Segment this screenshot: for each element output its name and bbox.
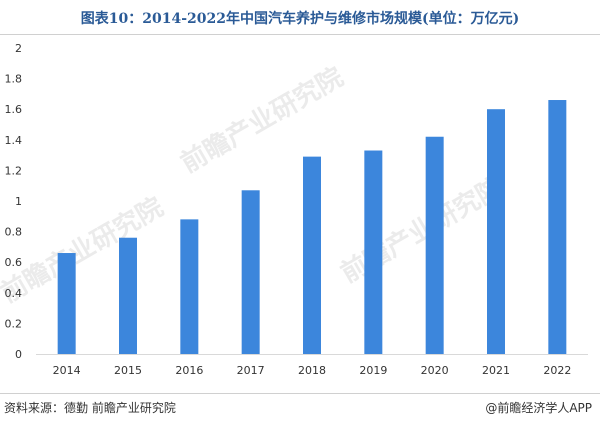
y-axis: 0 0.2 0.4 0.6 0.8 1 1.2 1.4 1.6 1.8 2 — [5, 42, 23, 361]
chart-title: 图表10：2014-2022年中国汽车养护与维修市场规模(单位：万亿元) — [80, 11, 520, 27]
x-tick-label: 2015 — [114, 364, 142, 377]
bar-2015 — [119, 237, 137, 354]
y-tick-label: 1 — [15, 195, 22, 208]
x-tick-label: 2022 — [543, 364, 571, 377]
title-divider — [0, 34, 600, 35]
x-axis: 2014 2015 2016 2017 2018 2019 2020 2021 2022 — [53, 364, 572, 377]
y-tick-label: 0 — [15, 348, 22, 361]
bar-2022 — [548, 100, 567, 355]
bar-2019 — [364, 150, 383, 354]
x-tick-label: 2017 — [237, 364, 265, 377]
brand-note: @前瞻经济学人APP — [485, 401, 592, 415]
y-tick-label: 1.4 — [5, 134, 23, 147]
bar-2016 — [180, 219, 199, 354]
bars — [57, 100, 567, 355]
x-tick-label: 2021 — [482, 364, 510, 377]
x-tick-label: 2014 — [53, 364, 81, 377]
y-tick-label: 0.4 — [5, 287, 23, 300]
y-tick-label: 1.8 — [5, 73, 23, 86]
x-tick-label: 2019 — [359, 364, 387, 377]
bar-2021 — [487, 109, 505, 354]
y-tick-label: 0.2 — [5, 317, 23, 330]
source-note: 资料来源：德勤 前瞻产业研究院 — [4, 401, 176, 415]
footer-divider — [0, 393, 600, 394]
bar-2020 — [425, 136, 444, 354]
bar-2017 — [241, 190, 260, 354]
bar-2018 — [303, 156, 321, 354]
y-tick-label: 2 — [15, 42, 22, 55]
y-tick-label: 1.6 — [5, 103, 23, 116]
x-tick-label: 2020 — [421, 364, 449, 377]
y-tick-label: 0.6 — [5, 256, 23, 269]
bar-2014 — [57, 253, 76, 354]
x-tick-label: 2018 — [298, 364, 326, 377]
x-tick-label: 2016 — [175, 364, 203, 377]
y-tick-label: 1.2 — [5, 164, 23, 177]
y-tick-label: 0.8 — [5, 226, 23, 239]
